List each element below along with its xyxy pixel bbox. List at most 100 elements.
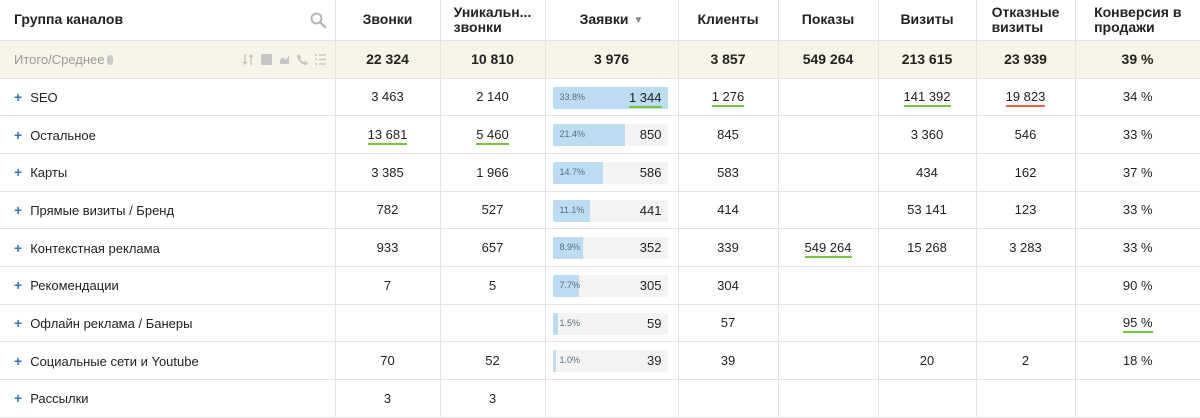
channel-name: Карты bbox=[30, 165, 68, 181]
clients-cell: 339 bbox=[678, 228, 779, 267]
bounce-cell bbox=[976, 266, 1076, 305]
conv-cell: 33 % bbox=[1075, 228, 1200, 267]
chart-icon[interactable] bbox=[278, 53, 291, 66]
header-unique-calls[interactable]: Уникальн... звонки bbox=[440, 0, 546, 41]
header-impressions-label: Показы bbox=[801, 11, 855, 28]
clients-cell: 39 bbox=[678, 341, 779, 380]
unique-value: 2 140 bbox=[476, 89, 509, 105]
impressions-cell bbox=[778, 78, 879, 117]
table-row[interactable]: + Прямые визиты / Бренд 782 527 11.1% 441 414 5… bbox=[0, 191, 1200, 230]
conv-cell: 33 % bbox=[1075, 191, 1200, 230]
sort-icon[interactable] bbox=[242, 53, 255, 66]
header-clients[interactable]: Клиенты bbox=[678, 0, 779, 41]
calls-value: 7 bbox=[383, 277, 392, 293]
visits-cell bbox=[878, 266, 977, 305]
expand-plus-icon[interactable]: + bbox=[14, 352, 23, 369]
clients-value: 583 bbox=[717, 164, 739, 180]
header-visits[interactable]: Визиты bbox=[878, 0, 977, 41]
expand-plus-icon[interactable]: + bbox=[14, 126, 23, 143]
leads-bar-fill bbox=[552, 124, 626, 147]
header-group[interactable]: Группа каналов bbox=[0, 0, 336, 41]
conv-value: 33 % bbox=[1122, 202, 1153, 218]
leads-cell: 1.5% 59 bbox=[545, 304, 679, 343]
visits-cell: 141 392 bbox=[878, 78, 977, 117]
channel-name: Рекомендации bbox=[30, 278, 119, 294]
clients-cell: 57 bbox=[678, 304, 779, 343]
table-row[interactable]: + Офлайн реклама / Банеры 1.5% 59 57 95 % bbox=[0, 304, 1200, 343]
expand-plus-icon[interactable]: + bbox=[14, 314, 23, 331]
calls-value: 3 bbox=[383, 390, 392, 406]
expand-plus-icon[interactable]: + bbox=[14, 88, 23, 105]
leads-bar-fill bbox=[552, 199, 591, 222]
header-conversion[interactable]: Конверсия в продажи bbox=[1075, 0, 1200, 41]
unique-cell: 5 bbox=[440, 266, 546, 305]
phone-icon[interactable] bbox=[296, 53, 309, 66]
grid-icon[interactable] bbox=[260, 53, 273, 66]
expand-plus-icon[interactable]: + bbox=[14, 277, 23, 294]
impressions-cell bbox=[778, 341, 879, 380]
pencil-icon[interactable] bbox=[107, 54, 114, 65]
header-leads[interactable]: Заявки ▼ bbox=[545, 0, 679, 41]
table-row[interactable]: + Социальные сети и Youtube 70 52 1.0% 39 39 20… bbox=[0, 341, 1200, 380]
calls-cell: 3 385 bbox=[335, 153, 441, 192]
header-impressions[interactable]: Показы bbox=[778, 0, 879, 41]
conv-cell: 34 % bbox=[1075, 78, 1200, 117]
leads-value: 305 bbox=[639, 277, 662, 293]
leads-bar-track: 11.1% 441 bbox=[552, 199, 668, 222]
channel-name-cell[interactable]: + Прямые визиты / Бренд bbox=[0, 191, 336, 230]
channel-name: Прямые визиты / Бренд bbox=[30, 202, 175, 218]
table-row[interactable]: + Рассылки 3 3 bbox=[0, 379, 1200, 418]
header-calls[interactable]: Звонки bbox=[335, 0, 441, 41]
bounce-cell: 2 bbox=[976, 341, 1076, 380]
header-row: Группа каналов Звонки Уникальн... звонки … bbox=[0, 0, 1200, 41]
search-icon[interactable] bbox=[309, 11, 327, 29]
clients-value: 845 bbox=[717, 127, 739, 143]
expand-plus-icon[interactable]: + bbox=[14, 201, 23, 218]
conv-cell: 37 % bbox=[1075, 153, 1200, 192]
table-row[interactable]: + Остальное 13 681 5 460 21.4% 850 845 3 360 546… bbox=[0, 115, 1200, 154]
conv-value: 33 % bbox=[1122, 127, 1153, 143]
calls-value: 782 bbox=[376, 202, 399, 218]
channel-name-cell[interactable]: + Рассылки bbox=[0, 379, 336, 418]
conv-value: 33 % bbox=[1122, 240, 1153, 256]
calls-value: 70 bbox=[380, 353, 395, 369]
visits-cell: 20 bbox=[878, 341, 977, 380]
expand-plus-icon[interactable]: + bbox=[14, 164, 23, 181]
leads-share: 14.7% bbox=[559, 166, 586, 177]
leads-bar-track: 8.9% 352 bbox=[552, 237, 668, 260]
impressions-cell bbox=[778, 304, 879, 343]
channel-name-cell[interactable]: + SEO bbox=[0, 78, 336, 117]
calls-cell: 70 bbox=[335, 341, 441, 380]
header-bounce[interactable]: Отказные визиты bbox=[976, 0, 1076, 41]
list-icon[interactable] bbox=[314, 53, 327, 66]
calls-cell: 933 bbox=[335, 228, 441, 267]
table-row[interactable]: + SEO 3 463 2 140 33.8% 1 344 1 276 141 392 19 8… bbox=[0, 78, 1200, 117]
conv-value: 18 % bbox=[1122, 353, 1153, 369]
impressions-cell bbox=[778, 191, 879, 230]
leads-bar-track: 21.4% 850 bbox=[552, 124, 668, 147]
bounce-cell: 19 823 bbox=[976, 78, 1076, 117]
channel-name-cell[interactable]: + Карты bbox=[0, 153, 336, 192]
conv-cell: 95 % bbox=[1075, 304, 1200, 343]
unique-cell: 3 bbox=[440, 379, 546, 418]
leads-share: 21.4% bbox=[559, 129, 586, 140]
table-row[interactable]: + Карты 3 385 1 966 14.7% 586 583 434 162 37 % bbox=[0, 153, 1200, 192]
channel-name-cell[interactable]: + Контекстная реклама bbox=[0, 228, 336, 267]
calls-cell: 13 681 bbox=[335, 115, 441, 154]
table-row[interactable]: + Контекстная реклама 933 657 8.9% 352 339 549 … bbox=[0, 228, 1200, 267]
channel-name-cell[interactable]: + Офлайн реклама / Банеры bbox=[0, 304, 336, 343]
channel-name-cell[interactable]: + Рекомендации bbox=[0, 266, 336, 305]
clients-value: 57 bbox=[720, 315, 736, 331]
table-row[interactable]: + Рекомендации 7 5 7.7% 305 304 90 % bbox=[0, 266, 1200, 305]
leads-value: 441 bbox=[639, 202, 662, 218]
channel-name: Офлайн реклама / Банеры bbox=[30, 315, 193, 331]
expand-plus-icon[interactable]: + bbox=[14, 390, 23, 407]
expand-plus-icon[interactable]: + bbox=[14, 239, 23, 256]
sort-desc-icon: ▼ bbox=[633, 14, 644, 26]
unique-value: 3 bbox=[488, 390, 497, 406]
channel-name-cell[interactable]: + Социальные сети и Youtube bbox=[0, 341, 336, 380]
channel-name-cell[interactable]: + Остальное bbox=[0, 115, 336, 154]
conv-value: 95 % bbox=[1122, 315, 1153, 334]
header-unique-line1: Уникальн... bbox=[453, 3, 532, 20]
visits-value: 434 bbox=[916, 164, 938, 180]
